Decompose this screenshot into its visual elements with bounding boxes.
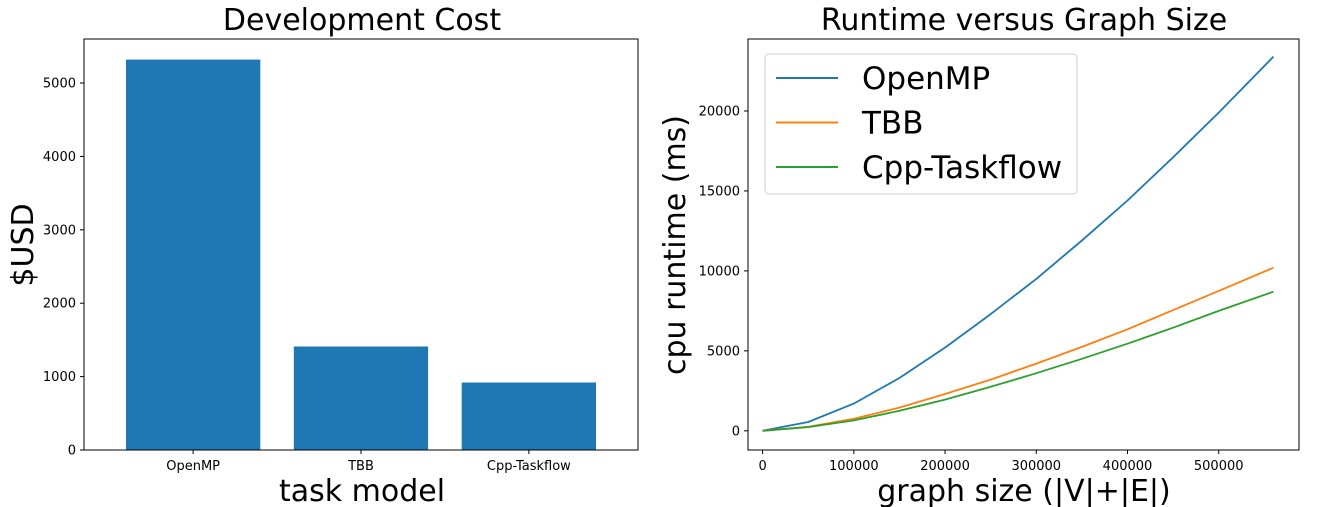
plot-frame [747,38,1300,451]
y-tick-label: 3000 [43,223,76,238]
x-tick-label: 500000 [1194,459,1244,474]
y-tick-label: 4000 [43,150,76,165]
bar-openmp [126,59,261,450]
bar-tbb [293,346,429,450]
series-lines [762,55,1275,432]
x-axis-label: task model [279,474,445,507]
y-axis-label: $USD [6,203,41,286]
bars [126,59,596,450]
y-tick-label: 15000 [699,184,740,199]
bar-cpp-taskflow [461,382,596,450]
x-axis-ticks: 0 100000 200000 300000 400000 500000 [758,450,1244,474]
x-tick-label: Cpp-Taskflow [487,459,571,474]
legend-label: Cpp-Taskflow [862,150,1062,186]
y-axis-ticks: 0 5000 10000 15000 20000 [699,104,748,439]
y-tick-label: 2000 [43,297,76,312]
legend-box [764,53,1078,195]
x-tick-label: TBB [347,459,374,474]
x-axis-label: graph size (|V|+|E|) [877,474,1171,507]
y-tick-label: 1000 [43,370,76,385]
plot-frame [83,38,639,451]
y-tick-label: 0 [732,424,740,439]
x-tick-label: 300000 [1011,459,1061,474]
development-cost-chart: Development Cost OpenMP TBB Cpp-Taskflow 0… [6,3,639,507]
series-line-tbb [762,266,1274,432]
legend-label: TBB [861,106,923,142]
legend: OpenMP TBB Cpp-Taskflow [764,53,1078,195]
series-line-openmp [762,55,1275,432]
chart-title: Runtime versus Graph Size [821,3,1227,38]
y-axis-label: cpu runtime (ms) [658,115,693,375]
x-tick-label: OpenMP [166,459,220,474]
chart-title: Development Cost [223,3,501,38]
y-tick-label: 0 [68,444,76,459]
x-tick-label: 200000 [920,459,970,474]
y-tick-label: 5000 [707,344,740,359]
y-tick-label: 5000 [43,77,76,92]
y-axis-ticks: 0 1000 2000 3000 4000 5000 [43,77,84,459]
x-axis-ticks: OpenMP TBB Cpp-Taskflow [166,450,571,474]
x-tick-label: 100000 [829,459,879,474]
y-tick-label: 10000 [699,264,740,279]
y-tick-label: 20000 [699,104,740,119]
series-line-cpp-taskflow [762,290,1274,432]
x-tick-label: 0 [758,459,766,474]
x-tick-label: 400000 [1103,459,1153,474]
legend-label: OpenMP [862,61,990,97]
runtime-vs-graph-size-chart: Runtime versus Graph Size 0 100000 200000 3… [658,3,1300,507]
